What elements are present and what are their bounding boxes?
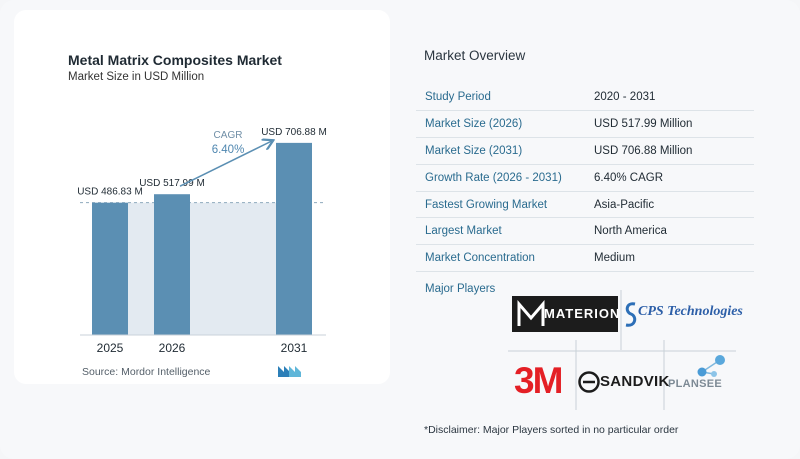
- overview-value: 6.40% CAGR: [586, 164, 754, 192]
- bar-2031: [276, 142, 312, 335]
- 3m-logo: 3M: [512, 360, 574, 404]
- overview-label: Study Period: [416, 84, 586, 112]
- overview-row: Growth Rate (2026 - 2031) 6.40% CAGR: [416, 164, 754, 192]
- overview-label: Market Size (2031): [416, 137, 586, 165]
- category-label-2026: 2026: [159, 341, 186, 355]
- overview-label: Market Size (2026): [416, 110, 586, 139]
- cps-technologies-logo: CPS Technologies: [624, 298, 743, 332]
- overview-label: Growth Rate (2026 - 2031): [416, 164, 586, 192]
- overview-label: Market Concentration: [416, 244, 586, 273]
- overview-value: 2020 - 2031: [586, 84, 754, 112]
- major-players-logos: [508, 290, 736, 410]
- overview-label: Fastest Growing Market: [416, 191, 586, 219]
- overview-row: Market Size (2026) USD 517.99 Million: [416, 110, 754, 139]
- materion-logo: MATERION: [512, 296, 621, 332]
- overview-value: Medium: [586, 244, 754, 273]
- overview-label: Largest Market: [416, 217, 586, 246]
- data-label-2031: USD 706.88 M: [261, 127, 327, 138]
- plansee-dots-icon: [697, 355, 725, 377]
- materion-logo-text: MATERION: [544, 306, 621, 321]
- cagr-value: 6.40%: [212, 144, 245, 156]
- chart-title: Metal Matrix Composites Market: [68, 52, 282, 68]
- cagr-label: CAGR: [214, 130, 243, 141]
- bar-chart: USD 486.83 M 2025 USD 517.99 M 2026 USD 706.…: [77, 127, 327, 355]
- overview-value: North America: [586, 217, 754, 246]
- market-overview-table: Study Period 2020 - 2031 Market Size (20…: [416, 84, 754, 273]
- category-label-2025: 2025: [97, 341, 124, 355]
- overview-row: Market Size (2031) USD 706.88 Million: [416, 137, 754, 165]
- cagr-arrow: [179, 141, 272, 187]
- sandvik-logo: SANDVIK: [578, 366, 669, 398]
- overview-value: USD 706.88 Million: [586, 137, 754, 165]
- sandvik-logo-text: SANDVIK: [600, 373, 670, 390]
- cps-s-icon: [625, 302, 637, 327]
- data-label-2026: USD 517.99 M: [139, 178, 205, 189]
- baseline-shade-area: [128, 202, 276, 335]
- 3m-logo-text: 3M: [514, 360, 563, 401]
- plansee-logo: PLANSEE: [666, 352, 736, 402]
- overview-value: USD 517.99 Million: [586, 110, 754, 139]
- bar-2025: [92, 202, 128, 335]
- data-label-2025: USD 486.83 M: [77, 187, 143, 198]
- plansee-logo-text: PLANSEE: [668, 378, 723, 390]
- major-players-label: Major Players: [425, 283, 496, 295]
- overview-row: Study Period 2020 - 2031: [416, 84, 754, 112]
- overview-row: Market Concentration Medium: [416, 244, 754, 273]
- overview-row: Fastest Growing Market Asia-Pacific: [416, 191, 754, 219]
- chart-subtitle: Market Size in USD Million: [68, 71, 205, 83]
- bar-2026: [154, 194, 190, 335]
- category-label-2031: 2031: [281, 341, 308, 355]
- cps-logo-text: CPS Technologies: [638, 304, 743, 319]
- mordor-logo-icon: [278, 366, 301, 377]
- materion-m-icon: [517, 299, 545, 326]
- source-text: Source: Mordor Intelligence: [82, 366, 211, 378]
- disclaimer-text: *Disclaimer: Major Players sorted in no …: [424, 424, 679, 436]
- overview-row: Largest Market North America: [416, 217, 754, 246]
- sandvik-circle-icon: [578, 371, 600, 393]
- market-overview-title: Market Overview: [424, 48, 526, 63]
- overview-value: Asia-Pacific: [586, 191, 754, 219]
